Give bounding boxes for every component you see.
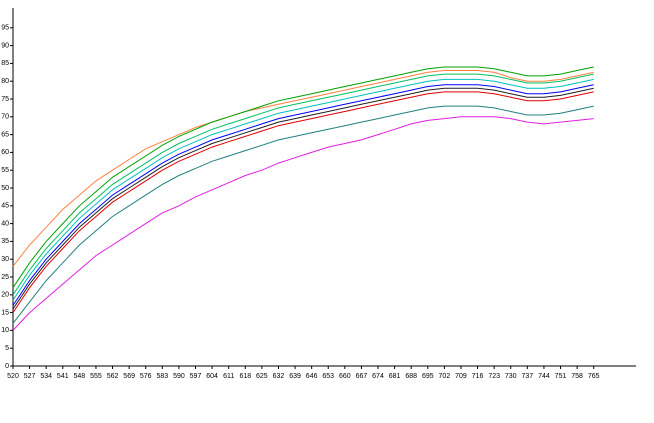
x-tick-label: 695 <box>422 373 434 380</box>
x-tick-label: 520 <box>7 373 19 380</box>
x-tick-label: 590 <box>173 373 185 380</box>
y-tick-label: 65 <box>1 131 9 138</box>
series-line <box>12 73 594 296</box>
x-tick-label: 674 <box>372 373 384 380</box>
x-tick-label: 646 <box>306 373 318 380</box>
y-tick-label: 35 <box>1 238 9 245</box>
y-tick-label: 25 <box>1 274 9 281</box>
x-tick-label: 541 <box>57 373 69 380</box>
x-tick-label: 709 <box>455 373 467 380</box>
x-tick-label: 527 <box>24 373 36 380</box>
x-tick-label: 583 <box>156 373 168 380</box>
series-line <box>12 66 594 288</box>
x-tick-label: 702 <box>439 373 451 380</box>
series-line <box>12 70 594 267</box>
x-tick-label: 597 <box>190 373 202 380</box>
x-tick-label: 723 <box>488 373 500 380</box>
x-tick-label: 751 <box>555 373 567 380</box>
x-tick-label: 653 <box>322 373 334 380</box>
x-tick-label: 688 <box>405 373 417 380</box>
series-line <box>12 91 594 313</box>
x-tick-label: 534 <box>40 373 52 380</box>
x-tick-label: 660 <box>339 373 351 380</box>
y-tick-label: 30 <box>1 256 9 263</box>
y-tick-label: 0 <box>5 363 9 370</box>
y-tick-label: 60 <box>1 149 9 156</box>
y-tick-label: 5 <box>5 345 9 352</box>
x-tick-label: 625 <box>256 373 268 380</box>
y-tick-label: 20 <box>1 292 9 299</box>
y-tick-label: 90 <box>1 42 9 49</box>
y-tick-label: 45 <box>1 203 9 210</box>
x-tick-label: 667 <box>356 373 368 380</box>
x-tick-label: 569 <box>123 373 135 380</box>
series-line <box>12 116 594 331</box>
x-tick-label: 639 <box>289 373 301 380</box>
x-tick-label: 737 <box>521 373 533 380</box>
series-line <box>12 78 594 301</box>
x-tick-label: 730 <box>505 373 517 380</box>
y-tick-label: 10 <box>1 327 9 334</box>
x-tick-label: 562 <box>107 373 119 380</box>
y-tick-label: 95 <box>1 25 9 32</box>
x-tick-label: 618 <box>239 373 251 380</box>
series-line <box>12 84 594 306</box>
x-tick-label: 555 <box>90 373 102 380</box>
y-tick-label: 80 <box>1 78 9 85</box>
x-tick-label: 716 <box>472 373 484 380</box>
y-tick-label: 15 <box>1 309 9 316</box>
y-tick-label: 70 <box>1 114 9 121</box>
x-tick-label: 576 <box>140 373 152 380</box>
x-tick-label: 604 <box>206 373 218 380</box>
y-tick-label: 50 <box>1 185 9 192</box>
series-line <box>12 105 594 324</box>
y-tick-label: 40 <box>1 220 9 227</box>
y-tick-label: 55 <box>1 167 9 174</box>
x-tick-label: 611 <box>223 373 234 380</box>
x-tick-label: 765 <box>588 373 600 380</box>
x-tick-label: 681 <box>389 373 401 380</box>
x-tick-label: 744 <box>538 373 550 380</box>
y-tick-label: 85 <box>1 60 9 67</box>
series-line <box>12 87 594 310</box>
x-tick-label: 548 <box>74 373 86 380</box>
y-tick-label: 75 <box>1 96 9 103</box>
x-tick-label: 632 <box>273 373 285 380</box>
x-tick-label: 758 <box>571 373 583 380</box>
